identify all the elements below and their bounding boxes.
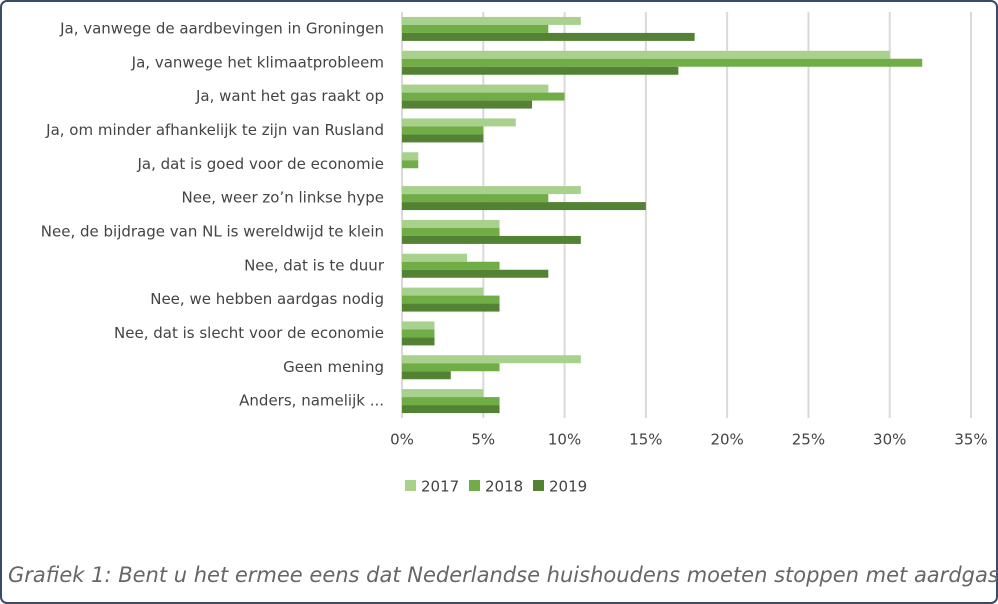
x-tick-label: 0% [390, 431, 414, 449]
y-tick-label: Nee, weer zo’n linkse hype [182, 189, 384, 207]
bar [402, 397, 500, 406]
x-tick-label: 10% [548, 431, 581, 449]
bar [402, 329, 435, 338]
y-tick-label: Ja, want het gas raakt op [195, 87, 384, 105]
bar [402, 405, 500, 414]
x-tick-label: 15% [629, 431, 662, 449]
legend-swatch [533, 480, 544, 491]
bar [402, 235, 581, 244]
caption: Grafiek 1: Bent u het ermee eens dat Ned… [8, 563, 998, 587]
y-tick-label: Ja, om minder afhankelijk te zijn van Ru… [45, 121, 384, 139]
y-tick-label: Geen mening [283, 358, 384, 376]
legend-swatch [469, 480, 480, 491]
legend-swatch [405, 480, 416, 491]
y-tick-label: Ja, vanwege de aardbevingen in Groningen [59, 19, 384, 37]
x-tick-label: 30% [873, 431, 906, 449]
legend-label: 2019 [549, 478, 587, 496]
bar [402, 58, 923, 67]
bar [402, 261, 500, 270]
bar [402, 126, 484, 135]
bar [402, 32, 695, 41]
bar [402, 186, 581, 195]
y-tick-label: Nee, dat is slecht voor de economie [114, 324, 384, 342]
bar [402, 152, 419, 161]
bar [402, 303, 500, 312]
bar [402, 84, 549, 93]
bar [402, 100, 533, 109]
bar [402, 287, 484, 296]
bar [402, 118, 516, 127]
y-tick-label: Ja, vanwege het klimaatprobleem [131, 53, 384, 71]
x-tick-label: 35% [954, 431, 987, 449]
bar [402, 371, 451, 380]
bar [402, 92, 565, 101]
bar [402, 134, 484, 143]
bar [402, 253, 468, 262]
bar [402, 363, 500, 372]
bar [402, 160, 419, 169]
bar [402, 227, 500, 236]
bar [402, 50, 890, 59]
bar [402, 219, 500, 228]
bar [402, 16, 581, 25]
bar [402, 295, 500, 304]
legend-label: 2017 [421, 478, 459, 496]
bar [402, 24, 549, 33]
bar [402, 66, 679, 75]
x-tick-label: 20% [710, 431, 743, 449]
bar [402, 337, 435, 346]
bar [402, 269, 549, 278]
y-tick-label: Nee, de bijdrage van NL is wereldwijd te… [41, 222, 384, 240]
bar [402, 202, 646, 211]
y-tick-label: Anders, namelijk ... [239, 392, 384, 410]
y-tick-label: Nee, dat is te duur [244, 256, 385, 274]
bar [402, 355, 581, 364]
legend-label: 2018 [485, 478, 523, 496]
x-tick-label: 5% [471, 431, 495, 449]
y-tick-label: Nee, we hebben aardgas nodig [150, 290, 384, 308]
bar [402, 321, 435, 330]
bar [402, 389, 484, 398]
y-tick-label: Ja, dat is goed voor de economie [136, 155, 384, 173]
bar [402, 194, 549, 203]
x-tick-label: 25% [792, 431, 825, 449]
